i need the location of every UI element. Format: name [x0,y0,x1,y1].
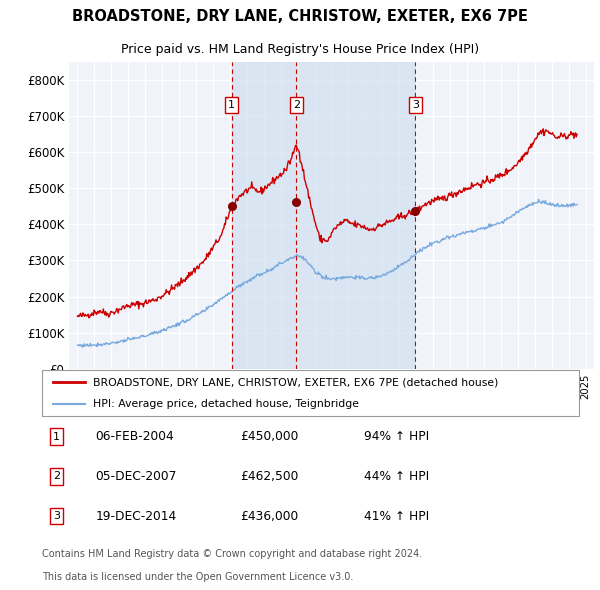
Text: 06-FEB-2004: 06-FEB-2004 [96,430,175,443]
Text: Contains HM Land Registry data © Crown copyright and database right 2024.: Contains HM Land Registry data © Crown c… [42,549,422,559]
Bar [232,62,415,369]
Text: £462,500: £462,500 [241,470,299,483]
Text: 05-DEC-2007: 05-DEC-2007 [96,470,177,483]
FancyBboxPatch shape [42,370,579,416]
Text: 3: 3 [53,512,60,522]
Text: 19-DEC-2014: 19-DEC-2014 [96,510,177,523]
Text: 94% ↑ HPI: 94% ↑ HPI [364,430,430,443]
Text: Price paid vs. HM Land Registry's House Price Index (HPI): Price paid vs. HM Land Registry's House … [121,44,479,57]
Text: 2: 2 [293,100,300,110]
Text: 41% ↑ HPI: 41% ↑ HPI [364,510,430,523]
Text: 1: 1 [228,100,235,110]
Text: 3: 3 [412,100,419,110]
Text: HPI: Average price, detached house, Teignbridge: HPI: Average price, detached house, Teig… [93,399,359,409]
Text: 1: 1 [53,431,60,441]
Text: BROADSTONE, DRY LANE, CHRISTOW, EXETER, EX6 7PE: BROADSTONE, DRY LANE, CHRISTOW, EXETER, … [72,9,528,24]
Text: 2: 2 [53,471,60,481]
Text: BROADSTONE, DRY LANE, CHRISTOW, EXETER, EX6 7PE (detached house): BROADSTONE, DRY LANE, CHRISTOW, EXETER, … [93,378,499,388]
Text: £436,000: £436,000 [241,510,299,523]
Text: This data is licensed under the Open Government Licence v3.0.: This data is licensed under the Open Gov… [42,572,353,582]
Text: £450,000: £450,000 [241,430,299,443]
Text: 44% ↑ HPI: 44% ↑ HPI [364,470,430,483]
